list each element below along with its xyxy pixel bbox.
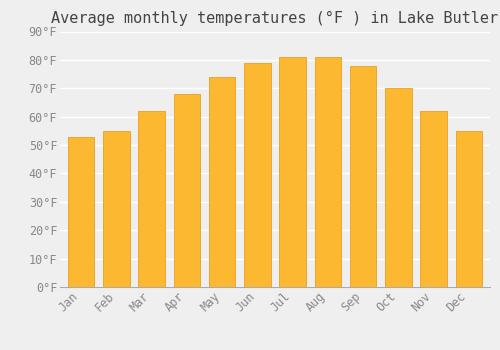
Bar [68, 136, 94, 287]
Bar [244, 63, 270, 287]
Bar [314, 57, 341, 287]
Bar [209, 77, 236, 287]
Title: Average monthly temperatures (°F ) in Lake Butler: Average monthly temperatures (°F ) in La… [52, 11, 498, 26]
Bar [280, 57, 306, 287]
Bar [138, 111, 165, 287]
Bar [385, 88, 411, 287]
Bar [350, 65, 376, 287]
Bar [103, 131, 130, 287]
Bar [456, 131, 482, 287]
Bar [174, 94, 200, 287]
Bar [420, 111, 447, 287]
